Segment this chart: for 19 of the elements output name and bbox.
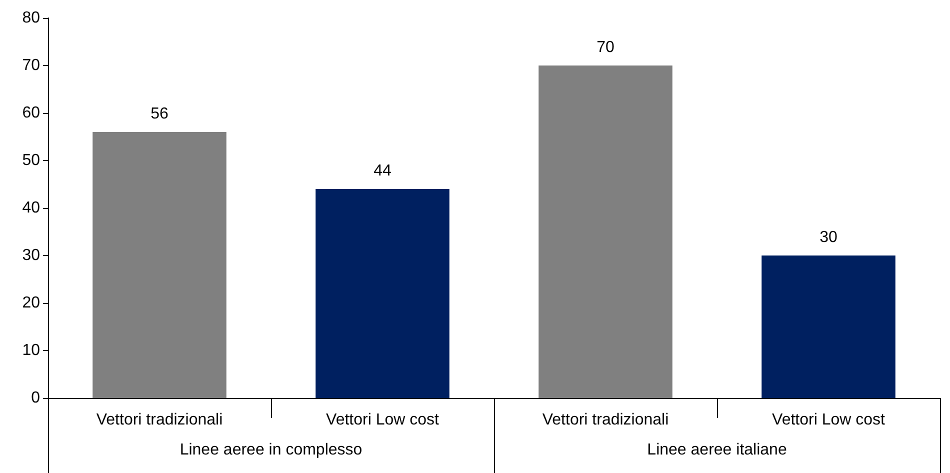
y-tick-label: 50 — [22, 152, 40, 169]
y-tick-label: 20 — [22, 294, 40, 312]
y-tick-label: 30 — [22, 247, 40, 264]
x-tick-label: Vettori Low cost — [326, 412, 440, 428]
x-tick-label: Vettori tradizionali — [96, 412, 223, 428]
y-tick-label: 0 — [31, 390, 40, 406]
y-tick-label: 10 — [22, 342, 40, 359]
y-tick-label: 60 — [22, 104, 40, 122]
y-tick-label: 80 — [22, 10, 40, 26]
y-tick-label: 40 — [22, 200, 40, 216]
data-label: 56 — [150, 106, 168, 122]
text: Linee aeree italiane — [647, 442, 787, 458]
data-label: 44 — [374, 162, 392, 180]
text: Linee aeree in complesso — [180, 442, 362, 458]
y-tick-label: 70 — [22, 57, 40, 74]
x-tick-label: Vettori Low cost — [772, 412, 886, 428]
x-tick-label: Vettori tradizionali — [542, 412, 669, 428]
data-label: 30 — [820, 229, 838, 246]
data-label: 70 — [596, 39, 614, 56]
